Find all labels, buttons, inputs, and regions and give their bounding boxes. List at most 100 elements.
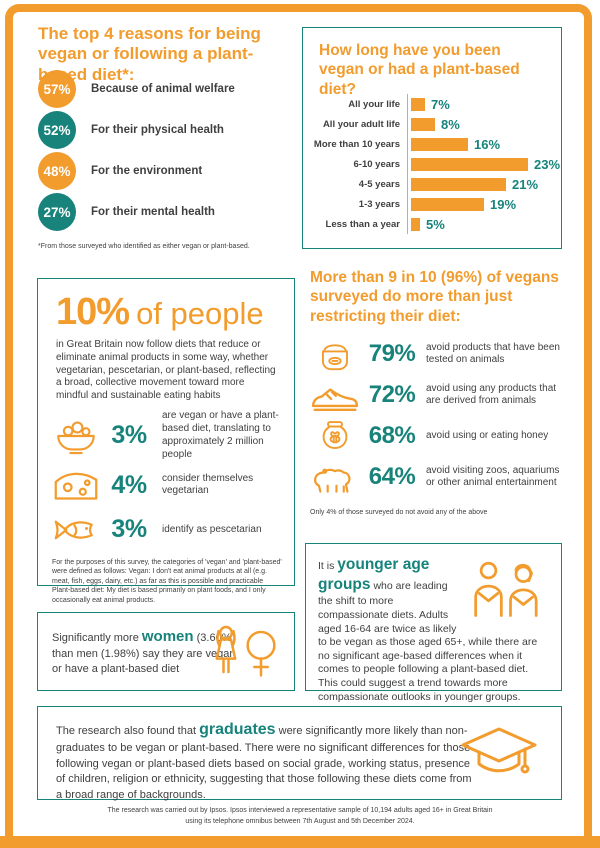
reason-percent-circle: 57% xyxy=(38,70,76,108)
bar xyxy=(411,197,484,211)
diet-row: 4% consider themselves vegetarian xyxy=(52,462,284,509)
bar xyxy=(411,137,468,151)
gender-box-body: (3.60%) than men (1.98%) say they are ve… xyxy=(52,632,236,676)
bar-category-label: 6-10 years xyxy=(353,158,400,170)
graduation-cap-icon xyxy=(459,721,539,785)
age-box-highlight: younger age groups xyxy=(318,556,430,594)
bar-cell: 16% xyxy=(407,134,555,154)
bar-cell: 19% xyxy=(407,194,555,214)
graduates-box: The research also found that graduates w… xyxy=(37,706,562,803)
beyond-label: avoid using or eating honey xyxy=(426,429,549,441)
reason-percent-circle: 27% xyxy=(38,193,76,231)
people-headline: 10% of people xyxy=(56,291,294,334)
beyond-label: avoid products that have been tested on … xyxy=(426,341,560,366)
duration-chart-box: How long have you been vegan or had a pl… xyxy=(302,27,562,249)
beyond-diet-footnote: Only 4% of those surveyed do not avoid a… xyxy=(310,509,488,516)
reason-label: For their mental health xyxy=(91,206,215,218)
reason-percent-circle: 52% xyxy=(38,111,76,149)
age-box-text: It is younger age groups who are leading… xyxy=(318,555,549,704)
reason-label: Because of animal welfare xyxy=(91,83,235,95)
bottom-orange-band xyxy=(0,836,600,848)
bar-cell: 8% xyxy=(407,114,555,134)
reasons-footnote: *From those surveyed who identified as e… xyxy=(38,243,250,250)
gender-box-text: Significantly more women (3.60%) than me… xyxy=(52,627,238,677)
bar-value-label: 21% xyxy=(512,176,539,192)
beyond-percent: 72% xyxy=(368,381,416,408)
graduates-box-body: were significantly more likely than non-… xyxy=(56,725,472,801)
people-icon xyxy=(461,555,549,621)
honey-jar-icon xyxy=(310,417,360,455)
shoe-icon xyxy=(310,376,360,414)
beyond-diet-row: 64% avoid visiting zoos, aquariums or oth… xyxy=(310,457,562,497)
bar-value-label: 7% xyxy=(431,96,450,112)
bar xyxy=(411,97,425,111)
graduates-box-text: The research also found that graduates w… xyxy=(56,719,480,803)
beyond-percent: 68% xyxy=(368,422,416,449)
reasons-list: 57% Because of animal welfare 52% For their… xyxy=(38,70,288,234)
beyond-diet-row: 68% avoid using or eating honey xyxy=(310,416,562,456)
beyond-diet-list: 79% avoid products that have been tested … xyxy=(310,334,562,498)
bar-value-label: 8% xyxy=(441,116,460,132)
cream-jar-icon xyxy=(310,335,360,373)
reason-row: 57% Because of animal welfare xyxy=(38,70,288,108)
woman-and-female-symbol-icon xyxy=(206,621,286,683)
bar-category-label: Less than a year xyxy=(325,218,400,230)
bear-icon xyxy=(310,458,360,496)
reason-row: 27% For their mental health xyxy=(38,193,288,231)
diet-label: are vegan or have a plant-based diet, tr… xyxy=(162,410,279,460)
beyond-percent: 64% xyxy=(368,463,416,490)
age-box-lead: It is xyxy=(318,560,338,572)
definitions-footnote: For the purposes of this survey, the cat… xyxy=(52,558,282,604)
bowl-icon xyxy=(52,414,100,458)
bar-chart-row: All your life 7% xyxy=(311,94,555,114)
bar-category-label: More than 10 years xyxy=(313,138,400,150)
reason-label: For the environment xyxy=(91,165,203,177)
bar-cell: 5% xyxy=(407,214,555,234)
bar-category-label: 4-5 years xyxy=(358,178,400,190)
bar-chart-row: More than 10 years 16% xyxy=(311,134,555,154)
bar-category-label: All your adult life xyxy=(322,118,400,130)
graduates-box-lead: The research also found that xyxy=(56,725,200,737)
methodology-footer: The research was carried out by Ipsos. I… xyxy=(0,806,600,828)
gender-box-lead: Significantly more xyxy=(52,632,142,644)
bar-cell: 23% xyxy=(407,154,560,174)
beyond-diet-row: 79% avoid products that have been tested … xyxy=(310,334,562,374)
diet-percent: 4% xyxy=(111,470,147,499)
bar-category-label: All your life xyxy=(348,98,400,110)
bar-category-label: 1-3 years xyxy=(358,198,400,210)
gender-box: Significantly more women (3.60%) than me… xyxy=(37,612,295,691)
bar-chart-row: 4-5 years 21% xyxy=(311,174,555,194)
bar-value-label: 23% xyxy=(534,156,561,172)
beyond-diet-row: 72% avoid using any products that are der… xyxy=(310,375,562,415)
bar xyxy=(411,117,435,131)
bar xyxy=(411,217,420,231)
diet-label: consider themselves vegetarian xyxy=(162,472,254,497)
diet-row: 3% identify as pescetarian xyxy=(52,509,284,551)
beyond-percent: 79% xyxy=(368,340,416,367)
diet-label: identify as pescetarian xyxy=(162,523,262,535)
methodology-line-2: using its telephone omnibus between 7th … xyxy=(185,817,415,825)
reason-label: For their physical health xyxy=(91,124,224,136)
diet-percent: 3% xyxy=(111,421,147,450)
bar-chart-row: 1-3 years 19% xyxy=(311,194,555,214)
bar-value-label: 19% xyxy=(490,196,517,212)
reason-row: 48% For the environment xyxy=(38,152,288,190)
bar xyxy=(411,157,528,171)
graduates-box-highlight: graduates xyxy=(199,721,276,738)
headline-percent: 10% xyxy=(56,291,130,333)
cheese-icon xyxy=(52,463,100,507)
bar-value-label: 5% xyxy=(426,216,445,232)
people-body: in Great Britain now follow diets that r… xyxy=(56,339,276,402)
headline-rest: of people xyxy=(136,296,264,331)
gender-box-highlight: women xyxy=(141,628,194,645)
methodology-line-1: The research was carried out by Ipsos. I… xyxy=(107,807,493,814)
age-box-body: who are leading the shift to more compas… xyxy=(318,580,538,703)
age-box: It is younger age groups who are leading… xyxy=(305,543,562,703)
bar-value-label: 16% xyxy=(474,136,501,152)
reason-row: 52% For their physical health xyxy=(38,111,288,149)
bar xyxy=(411,177,506,191)
beyond-diet-title: More than 9 in 10 (96%) of vegans survey… xyxy=(310,269,559,325)
bar-chart-row: All your adult life 8% xyxy=(311,114,555,134)
diet-breakdown-list: 3% are vegan or have a plant-based diet, … xyxy=(52,410,284,551)
